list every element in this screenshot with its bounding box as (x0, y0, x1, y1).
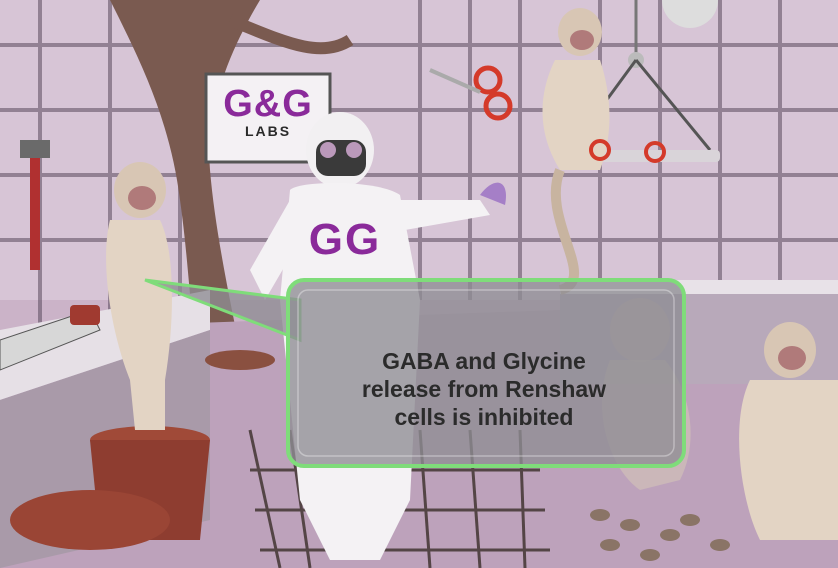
sign-sub-text: LABS (214, 124, 322, 138)
suit-logo-text: GG (300, 215, 390, 265)
sign-logo-text: G&G (214, 84, 322, 124)
lab-sign: G&G LABS (214, 84, 322, 138)
callout-text: GABA and Glycine release from Renshaw ce… (292, 322, 676, 456)
